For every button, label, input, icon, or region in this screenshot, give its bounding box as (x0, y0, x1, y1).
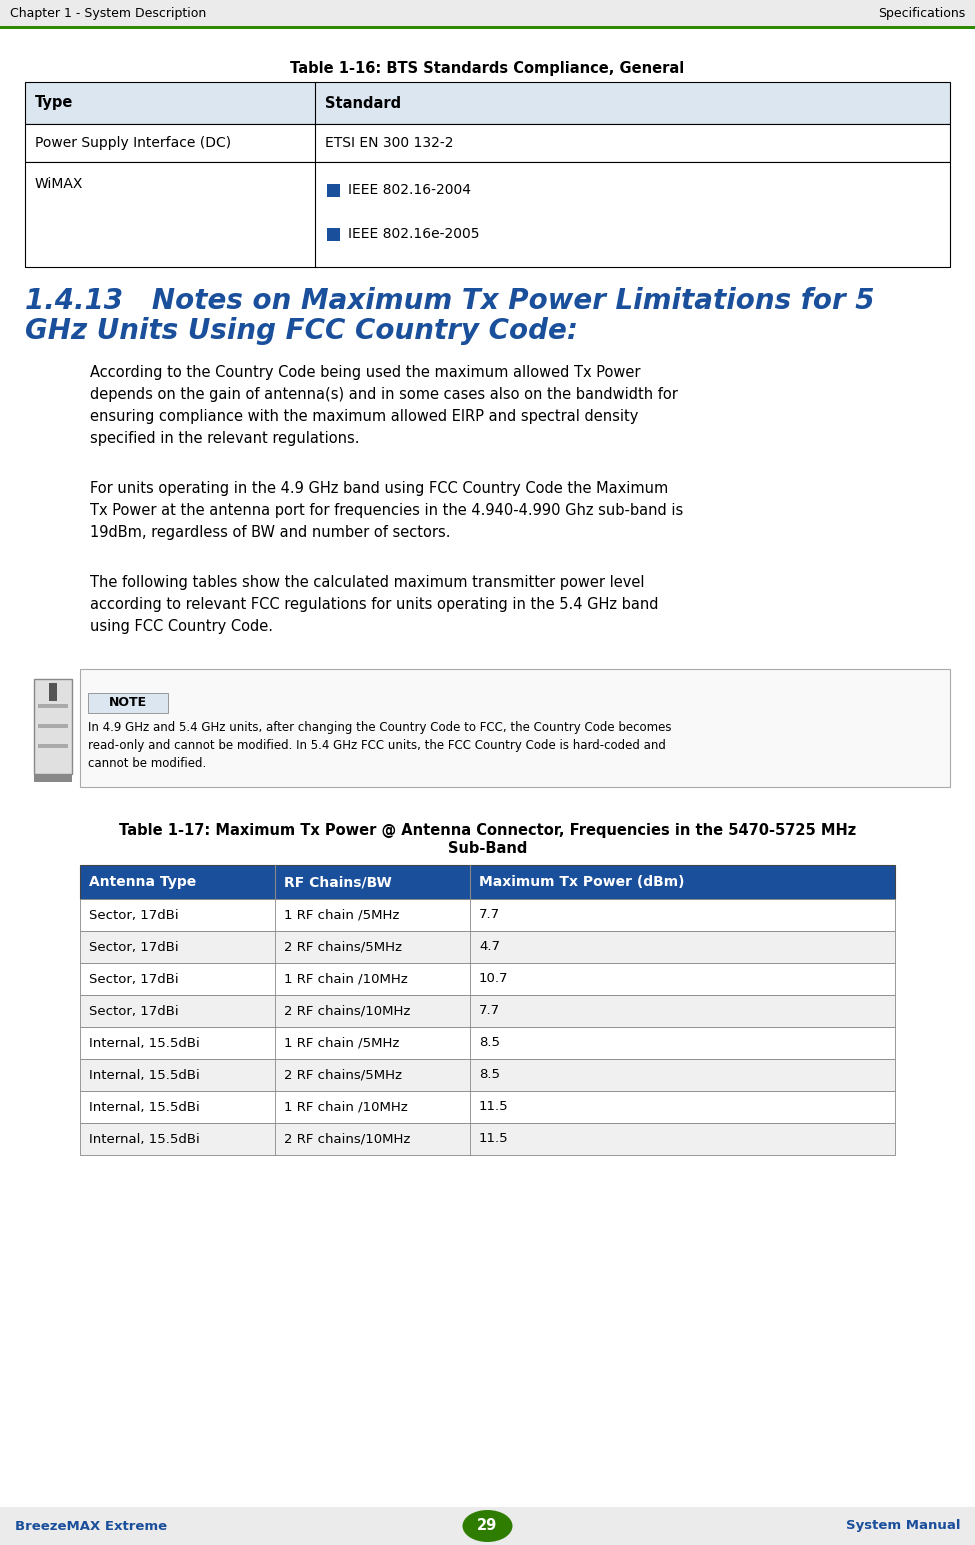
Text: 1 RF chain /10MHz: 1 RF chain /10MHz (284, 1100, 408, 1114)
Bar (80, 865, 895, 899)
Text: IEEE 802.16e-2005: IEEE 802.16e-2005 (348, 227, 480, 241)
Text: 1 RF chain /5MHz: 1 RF chain /5MHz (284, 908, 400, 921)
Text: Sector, 17dBi: Sector, 17dBi (89, 941, 178, 953)
Bar (327, 184, 340, 196)
Text: System Manual: System Manual (845, 1519, 960, 1533)
Text: Maximum Tx Power (dBm): Maximum Tx Power (dBm) (479, 874, 684, 888)
Text: 2 RF chains/10MHz: 2 RF chains/10MHz (284, 1004, 410, 1018)
Bar (80, 669, 950, 786)
Bar (49, 683, 57, 701)
Text: 2 RF chains/5MHz: 2 RF chains/5MHz (284, 941, 402, 953)
Text: 4.7: 4.7 (479, 941, 500, 953)
Text: RF Chains/BW: RF Chains/BW (284, 874, 392, 888)
Text: GHz Units Using FCC Country Code:: GHz Units Using FCC Country Code: (25, 317, 578, 345)
Text: Chapter 1 - System Description: Chapter 1 - System Description (10, 6, 207, 20)
Text: 7.7: 7.7 (479, 1004, 500, 1018)
Text: Internal, 15.5dBi: Internal, 15.5dBi (89, 1069, 200, 1081)
Text: 19dBm, regardless of BW and number of sectors.: 19dBm, regardless of BW and number of se… (90, 525, 450, 541)
Bar (0, 0, 975, 26)
Text: IEEE 802.16-2004: IEEE 802.16-2004 (348, 182, 471, 198)
Text: 29: 29 (478, 1519, 497, 1534)
Bar (80, 1027, 895, 1058)
Bar (80, 932, 895, 963)
Text: Standard: Standard (325, 96, 401, 111)
Text: NOTE: NOTE (109, 697, 147, 709)
Text: 1 RF chain /10MHz: 1 RF chain /10MHz (284, 972, 408, 986)
Text: The following tables show the calculated maximum transmitter power level: The following tables show the calculated… (90, 575, 644, 590)
Text: Tx Power at the antenna port for frequencies in the 4.940-4.990 Ghz sub-band is: Tx Power at the antenna port for frequen… (90, 504, 683, 518)
Bar (25, 124, 950, 162)
Bar (80, 899, 895, 932)
Bar (37, 725, 67, 728)
Text: 1.4.13   Notes on Maximum Tx Power Limitations for 5: 1.4.13 Notes on Maximum Tx Power Limitat… (25, 287, 875, 315)
Text: Table 1-16: BTS Standards Compliance, General: Table 1-16: BTS Standards Compliance, Ge… (291, 60, 684, 76)
Bar (33, 774, 71, 782)
Text: ETSI EN 300 132-2: ETSI EN 300 132-2 (325, 136, 453, 150)
Text: 8.5: 8.5 (479, 1037, 500, 1049)
Text: According to the Country Code being used the maximum allowed Tx Power: According to the Country Code being used… (90, 365, 641, 380)
Text: ensuring compliance with the maximum allowed EIRP and spectral density: ensuring compliance with the maximum all… (90, 409, 639, 423)
Text: using FCC Country Code.: using FCC Country Code. (90, 620, 273, 633)
Text: Sector, 17dBi: Sector, 17dBi (89, 908, 178, 921)
Text: Specifications: Specifications (878, 6, 965, 20)
Bar (80, 1058, 895, 1091)
Bar (80, 1091, 895, 1123)
Text: For units operating in the 4.9 GHz band using FCC Country Code the Maximum: For units operating in the 4.9 GHz band … (90, 480, 668, 496)
Bar (327, 227, 340, 241)
Text: 11.5: 11.5 (479, 1132, 509, 1145)
Text: 8.5: 8.5 (479, 1069, 500, 1081)
Bar (80, 963, 895, 995)
Text: cannot be modified.: cannot be modified. (88, 757, 207, 769)
Text: 2 RF chains/5MHz: 2 RF chains/5MHz (284, 1069, 402, 1081)
Text: Antenna Type: Antenna Type (89, 874, 196, 888)
Bar (88, 694, 168, 712)
Text: 2 RF chains/10MHz: 2 RF chains/10MHz (284, 1132, 410, 1145)
Text: In 4.9 GHz and 5.4 GHz units, after changing the Country Code to FCC, the Countr: In 4.9 GHz and 5.4 GHz units, after chan… (88, 722, 672, 734)
Text: read-only and cannot be modified. In 5.4 GHz FCC units, the FCC Country Code is : read-only and cannot be modified. In 5.4… (88, 739, 666, 752)
Bar (0, 1506, 975, 1545)
Text: Internal, 15.5dBi: Internal, 15.5dBi (89, 1100, 200, 1114)
Bar (25, 162, 950, 267)
Bar (37, 705, 67, 708)
Bar (80, 1123, 895, 1156)
Text: Type: Type (35, 96, 73, 111)
Text: according to relevant FCC regulations for units operating in the 5.4 GHz band: according to relevant FCC regulations fo… (90, 596, 658, 612)
Bar (37, 745, 67, 748)
Text: 10.7: 10.7 (479, 972, 509, 986)
Text: Sub-Band: Sub-Band (448, 840, 527, 856)
Text: Internal, 15.5dBi: Internal, 15.5dBi (89, 1037, 200, 1049)
Text: 7.7: 7.7 (479, 908, 500, 921)
Ellipse shape (462, 1509, 513, 1542)
Text: 11.5: 11.5 (479, 1100, 509, 1114)
Bar (25, 82, 950, 124)
Text: WiMAX: WiMAX (35, 178, 84, 192)
Text: Sector, 17dBi: Sector, 17dBi (89, 1004, 178, 1018)
Text: specified in the relevant regulations.: specified in the relevant regulations. (90, 431, 360, 447)
Text: Table 1-17: Maximum Tx Power @ Antenna Connector, Frequencies in the 5470-5725 M: Table 1-17: Maximum Tx Power @ Antenna C… (119, 823, 856, 837)
Text: Sector, 17dBi: Sector, 17dBi (89, 972, 178, 986)
Text: depends on the gain of antenna(s) and in some cases also on the bandwidth for: depends on the gain of antenna(s) and in… (90, 386, 678, 402)
Bar (80, 995, 895, 1027)
Text: Internal, 15.5dBi: Internal, 15.5dBi (89, 1132, 200, 1145)
Text: Power Supply Interface (DC): Power Supply Interface (DC) (35, 136, 231, 150)
Text: 1 RF chain /5MHz: 1 RF chain /5MHz (284, 1037, 400, 1049)
Bar (33, 678, 71, 774)
Text: BreezeMAX Extreme: BreezeMAX Extreme (15, 1519, 167, 1533)
Bar (0, 26, 975, 29)
